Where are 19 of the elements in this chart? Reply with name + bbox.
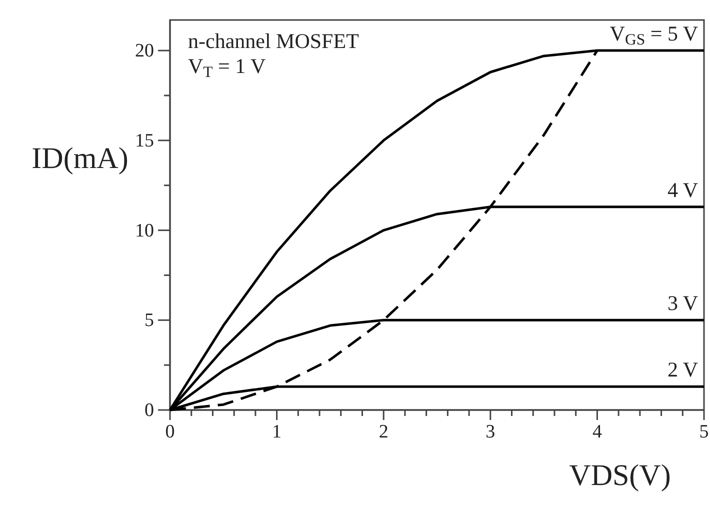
annotation: n-channel MOSFET [188, 29, 360, 53]
x-axis-title: VDS(V) [569, 459, 671, 492]
y-tick-label: 5 [144, 310, 154, 332]
x-tick-label: 5 [699, 421, 709, 442]
x-tick-label: 2 [378, 421, 388, 442]
series-label: 3 V [667, 291, 698, 316]
x-tick-label: 1 [272, 421, 282, 442]
y-axis-title: ID(mA) [32, 142, 128, 175]
y-tick-label: 10 [135, 220, 154, 242]
x-tick-label: 3 [486, 421, 496, 442]
x-tick-label: 4 [592, 421, 602, 442]
series-label: 2 V [667, 358, 698, 382]
annotation: V$_{T}$ = 1 V [188, 54, 266, 81]
y-tick-label: 0 [144, 400, 154, 422]
series-label: 4 V [667, 178, 698, 202]
y-tick-label: 15 [135, 130, 154, 152]
y-tick-label: 20 [135, 40, 154, 62]
x-tick-label: 0 [165, 421, 175, 442]
series-label: V$_{GS}$ = 5 V [610, 22, 698, 49]
